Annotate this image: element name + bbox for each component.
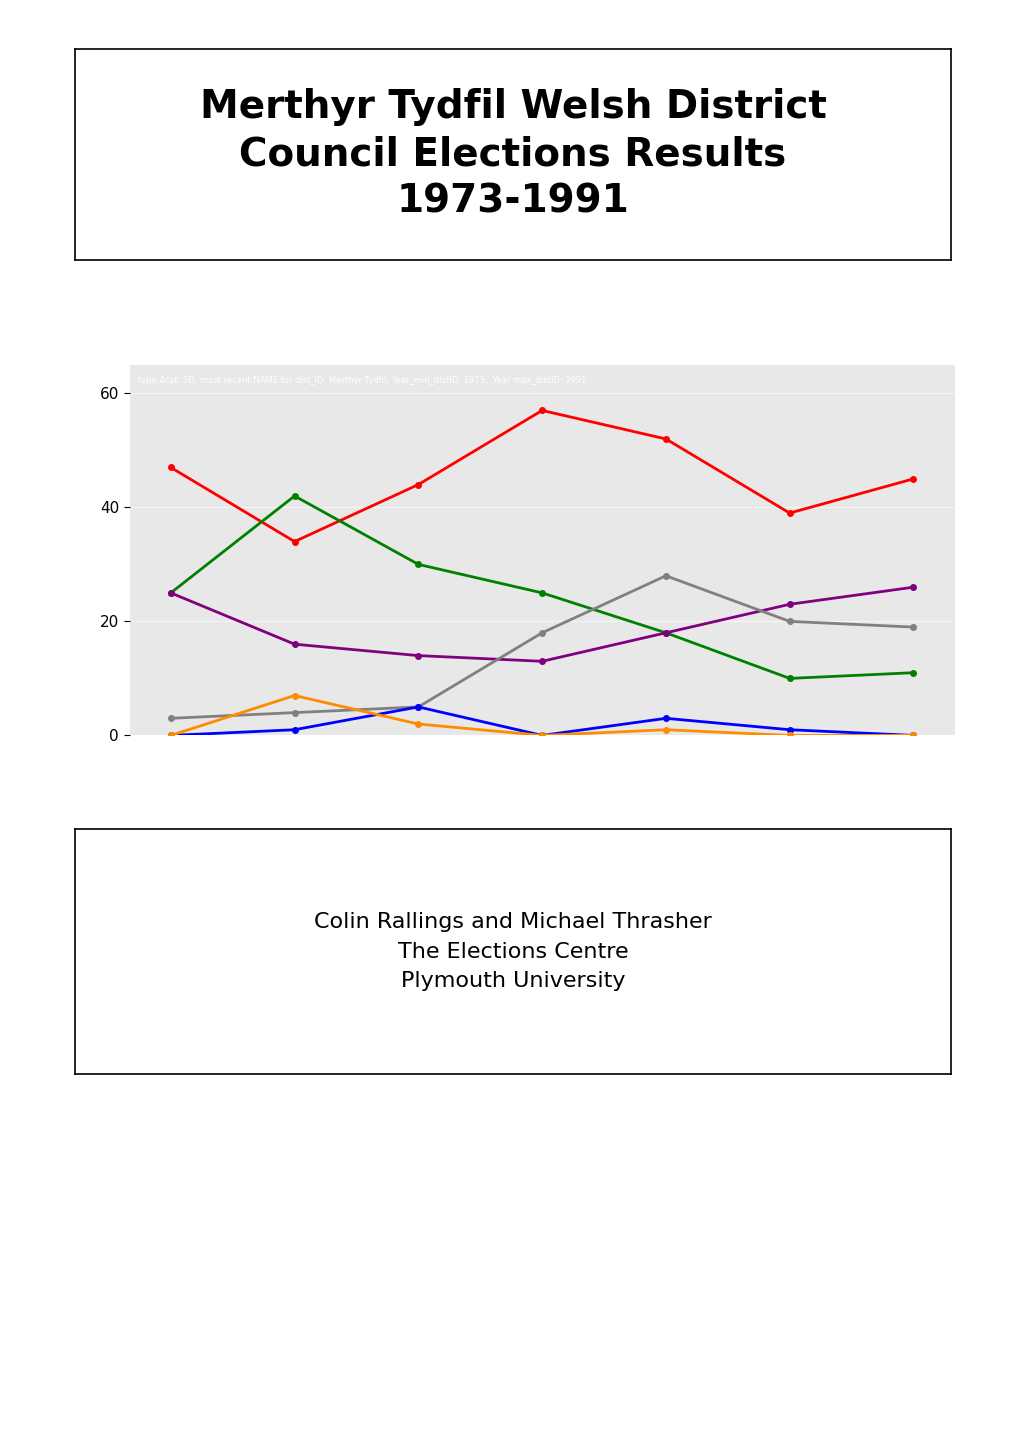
Text: Colin Rallings and Michael Thrasher
The Elections Centre
Plymouth University: Colin Rallings and Michael Thrasher The … — [314, 913, 711, 991]
Text: type 4cat: SD, most recent NAME for dist_ID: Merthyr Tydfil, Year_min_distID: 19: type 4cat: SD, most recent NAME for dist… — [138, 376, 586, 385]
Text: Merthyr Tydfil Welsh District
Council Elections Results
1973-1991: Merthyr Tydfil Welsh District Council El… — [200, 88, 825, 221]
